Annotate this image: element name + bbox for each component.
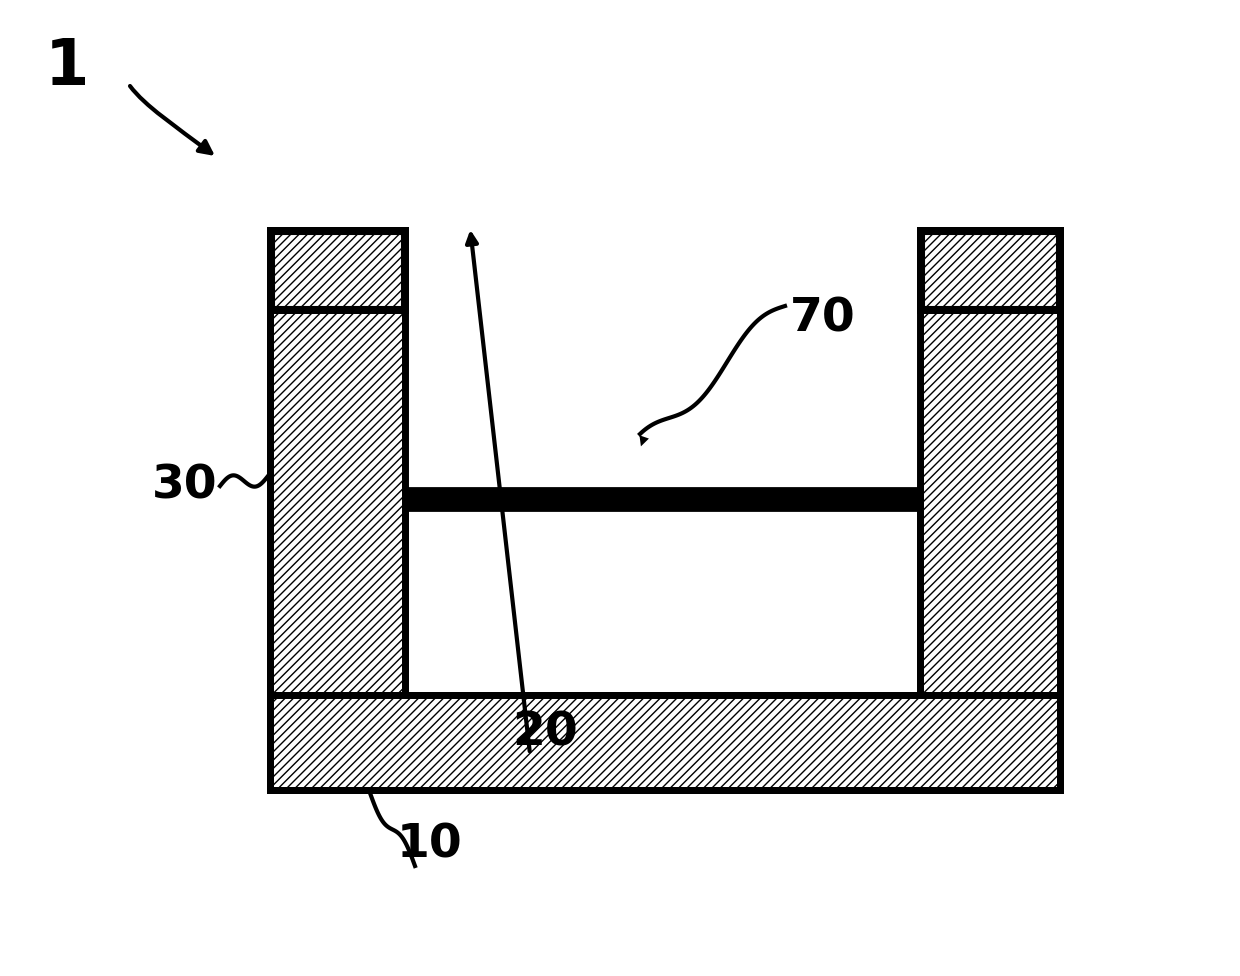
Text: 30: 30 xyxy=(153,464,218,508)
Bar xyxy=(405,488,920,510)
Bar xyxy=(270,695,1060,790)
Bar xyxy=(920,230,1060,310)
Text: 1: 1 xyxy=(45,36,89,98)
Bar xyxy=(274,233,402,306)
FancyArrowPatch shape xyxy=(130,86,211,153)
Text: 20: 20 xyxy=(512,711,578,756)
Bar xyxy=(920,310,1060,695)
Text: 70: 70 xyxy=(790,296,856,341)
Bar xyxy=(270,310,405,695)
Bar xyxy=(405,310,920,488)
Bar xyxy=(270,230,405,310)
Text: 10: 10 xyxy=(397,823,463,868)
FancyArrowPatch shape xyxy=(467,234,529,752)
Bar xyxy=(924,233,1056,306)
